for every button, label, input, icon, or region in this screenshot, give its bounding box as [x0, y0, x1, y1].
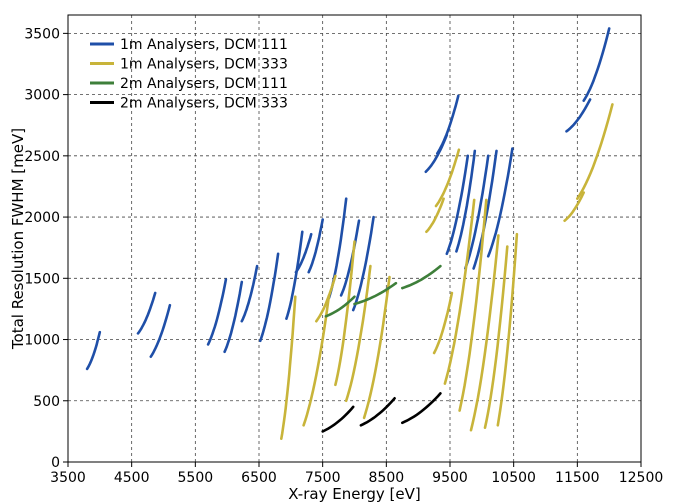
data-curve	[334, 240, 356, 387]
series-1m-analysers-dcm-333	[279, 103, 614, 441]
series-1m-analysers-dcm-111	[85, 27, 611, 371]
data-curve	[324, 295, 356, 318]
data-curve	[294, 232, 313, 274]
data-curve	[206, 278, 228, 346]
data-curve	[496, 232, 519, 427]
data-curve	[425, 197, 445, 234]
plot-frame	[67, 14, 642, 463]
data-series-layer	[85, 27, 614, 441]
data-curve	[443, 198, 476, 385]
data-curve	[351, 215, 375, 312]
data-curve	[483, 245, 509, 430]
x-tick-label: 6500	[241, 470, 277, 486]
data-curve	[432, 291, 454, 355]
x-tick-label: 9500	[432, 470, 468, 486]
legend-label: 2m Analysers, DCM 111	[120, 76, 288, 92]
series-2m-analysers-dcm-333	[321, 392, 442, 433]
legend: 1m Analysers, DCM 111 1m Analysers, DCM 3…	[90, 37, 288, 112]
data-curve	[486, 147, 514, 258]
y-axis-ticks: 0 500 1000 1500 2000 2500 3000 3500	[24, 26, 68, 471]
y-tick-label: 1000	[24, 333, 60, 349]
legend-label: 1m Analysers, DCM 333	[120, 57, 288, 73]
y-tick-label: 3500	[24, 26, 60, 42]
x-axis-ticks: 3500 4500 5500 6500 7500 8500 9500 10500 11500 12…	[50, 462, 663, 486]
x-tick-label: 11500	[555, 470, 600, 486]
y-axis-label: Total Resolution FWHM [meV]	[9, 128, 27, 350]
x-tick-label: 8500	[369, 470, 405, 486]
data-curve	[279, 295, 297, 441]
data-curve	[434, 148, 461, 208]
data-curve	[458, 198, 488, 412]
x-tick-label: 12500	[619, 470, 664, 486]
y-tick-label: 2500	[24, 149, 60, 165]
data-curve	[455, 149, 477, 253]
legend-label: 2m Analysers, DCM 333	[120, 96, 288, 112]
data-curve	[240, 264, 259, 323]
data-curve	[136, 291, 157, 335]
data-curve	[359, 396, 396, 427]
x-tick-label: 3500	[50, 470, 86, 486]
x-tick-label: 5500	[178, 470, 214, 486]
x-tick-label: 7500	[305, 470, 341, 486]
x-tick-label: 4500	[114, 470, 150, 486]
series-2m-analysers-dcm-111	[324, 264, 442, 318]
x-tick-label: 10500	[491, 470, 536, 486]
data-curve	[400, 392, 442, 425]
data-curve	[445, 154, 470, 256]
data-curve	[223, 280, 244, 354]
data-curve	[314, 274, 337, 323]
data-curve	[344, 264, 372, 403]
data-curve	[463, 154, 490, 270]
data-curve	[307, 218, 325, 274]
y-tick-label: 1500	[24, 271, 60, 287]
data-curve	[575, 103, 614, 200]
legend-label: 1m Analysers, DCM 111	[120, 37, 288, 53]
data-curve	[400, 264, 442, 290]
data-curve	[469, 234, 500, 432]
data-curve	[149, 303, 172, 359]
data-curve	[362, 275, 391, 420]
y-tick-label: 0	[51, 455, 60, 471]
data-curve	[258, 252, 280, 343]
data-curve	[302, 294, 331, 427]
y-tick-label: 500	[33, 394, 60, 410]
data-curve	[85, 330, 102, 371]
y-tick-label: 2000	[24, 210, 60, 226]
y-tick-label: 3000	[24, 88, 60, 104]
data-curve	[565, 98, 592, 133]
data-curve	[339, 219, 361, 297]
data-curve	[582, 27, 611, 102]
data-curve	[353, 281, 398, 306]
data-curve	[321, 405, 355, 433]
x-axis-label: X-ray Energy [eV]	[288, 485, 420, 503]
data-curve	[285, 230, 304, 321]
data-curve	[563, 191, 586, 222]
data-curve	[435, 94, 460, 155]
